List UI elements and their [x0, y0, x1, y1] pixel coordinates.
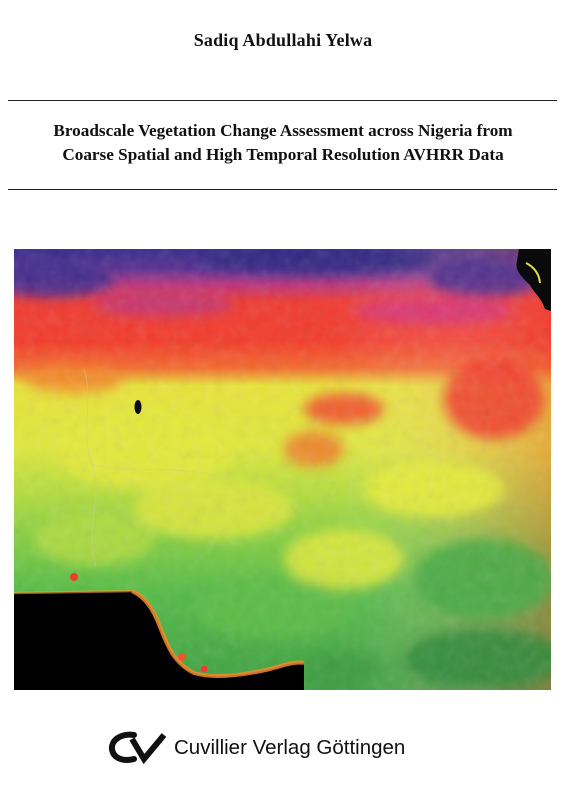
book-title-line-1: Broadscale Vegetation Change Assessment … [53, 121, 513, 140]
vegetation-index-map-icon [14, 249, 551, 690]
cover-image [14, 249, 551, 690]
top-divider [8, 100, 557, 101]
book-title: Broadscale Vegetation Change Assessment … [0, 119, 566, 167]
publisher-block: Cuvillier Verlag Göttingen [108, 730, 405, 766]
author-name: Sadiq Abdullahi Yelwa [193, 30, 373, 50]
cuvillier-cv-logo-icon [108, 731, 167, 765]
publisher-name: Cuvillier Verlag Göttingen [174, 736, 406, 759]
book-title-line-2: Coarse Spatial and High Temporal Resolut… [62, 145, 504, 164]
bottom-divider [8, 189, 557, 190]
